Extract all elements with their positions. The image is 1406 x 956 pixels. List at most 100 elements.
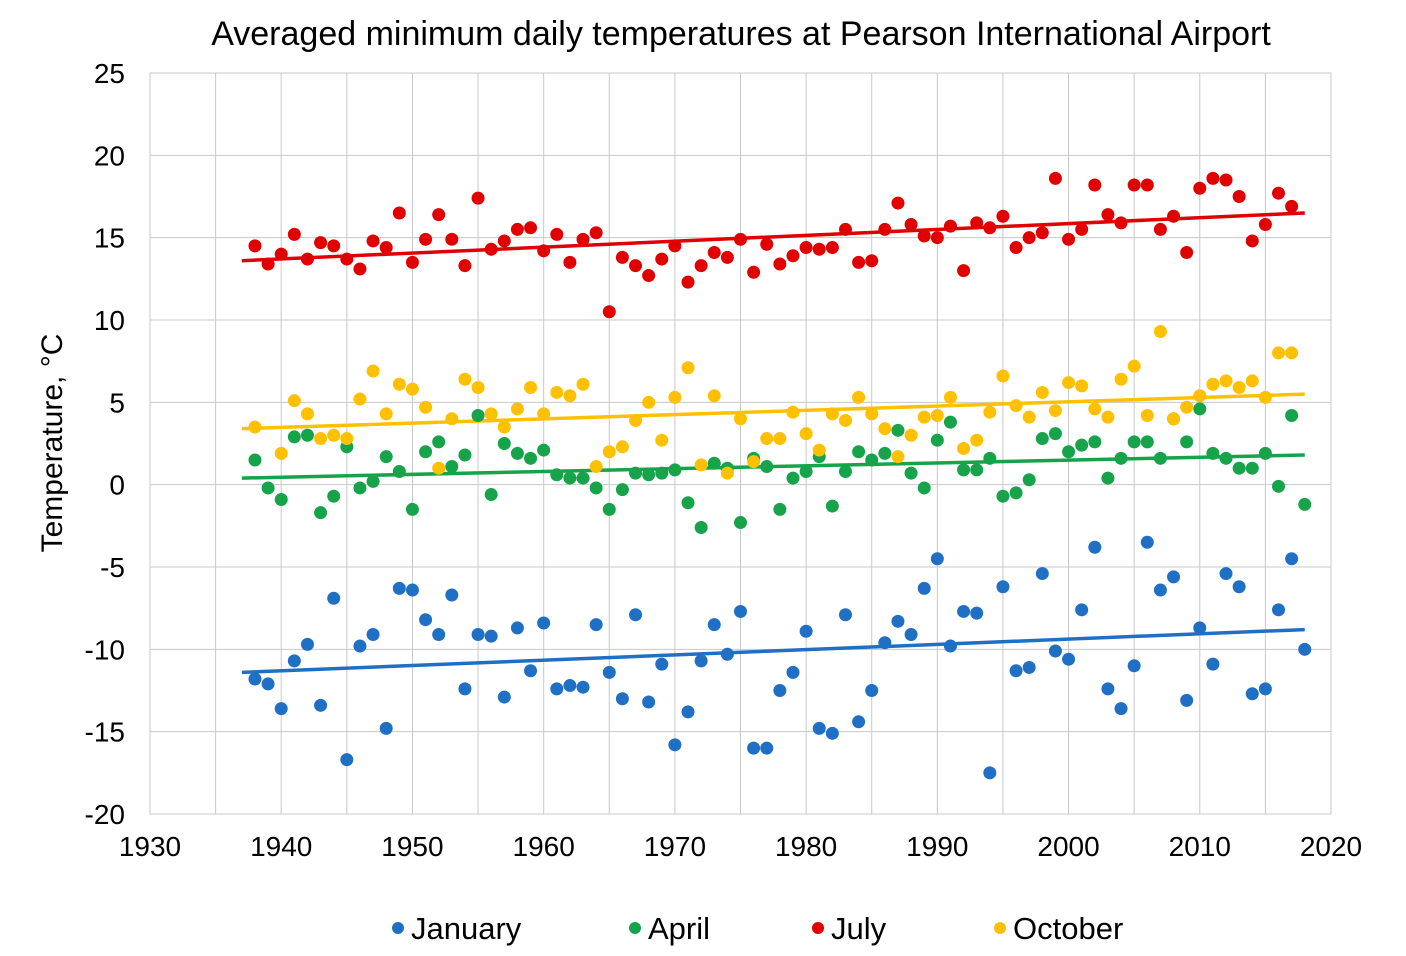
point-october: [287, 394, 301, 408]
point-april: [1062, 445, 1076, 459]
point-april: [550, 468, 564, 482]
point-october: [550, 385, 564, 399]
point-january: [629, 608, 643, 622]
point-october: [537, 407, 551, 421]
point-july: [1062, 232, 1076, 246]
legend-marker-january: [392, 922, 404, 934]
point-april: [537, 443, 551, 457]
point-october: [878, 422, 892, 436]
trend-line-january: [241, 627, 1305, 675]
point-july: [602, 305, 616, 319]
point-july: [484, 242, 498, 256]
point-october: [655, 433, 669, 447]
point-april: [366, 474, 380, 488]
point-april: [1035, 432, 1049, 446]
point-january: [353, 639, 367, 653]
point-july: [300, 252, 314, 266]
x-tick-label: 1970: [644, 831, 706, 862]
point-october: [707, 389, 721, 403]
legend-marker-april: [629, 922, 641, 934]
point-april: [576, 471, 590, 485]
trend-line-april: [241, 453, 1305, 480]
point-july: [248, 239, 262, 253]
point-january: [576, 680, 590, 694]
point-october: [865, 407, 879, 421]
point-april: [1285, 409, 1299, 423]
point-october: [799, 427, 813, 441]
point-april: [970, 463, 984, 477]
x-tick-label: 1960: [513, 831, 575, 862]
point-january: [1035, 567, 1049, 581]
point-january: [524, 664, 538, 678]
point-july: [497, 234, 511, 248]
point-january: [602, 665, 616, 679]
point-october: [392, 377, 406, 391]
point-april: [1101, 471, 1115, 485]
point-july: [983, 221, 997, 235]
point-april: [405, 502, 419, 516]
point-january: [642, 695, 656, 709]
point-january: [484, 629, 498, 643]
point-january: [812, 721, 826, 735]
point-july: [1075, 222, 1089, 236]
point-january: [432, 628, 446, 642]
point-october: [1193, 389, 1207, 403]
point-july: [419, 232, 433, 246]
point-july: [1022, 231, 1036, 245]
point-april: [996, 489, 1010, 503]
point-october: [1219, 374, 1233, 388]
legend-label-april: April: [648, 911, 710, 946]
point-october: [1022, 410, 1036, 424]
point-april: [838, 464, 852, 478]
point-april: [681, 496, 695, 510]
point-january: [419, 613, 433, 627]
y-axis-label: Temperature, °C: [36, 334, 69, 553]
point-october: [1180, 400, 1194, 414]
point-january: [445, 588, 459, 602]
data-points: [248, 171, 1312, 780]
point-january: [694, 654, 708, 668]
point-october: [930, 409, 944, 423]
point-january: [1101, 682, 1115, 696]
point-october: [497, 420, 511, 434]
point-april: [943, 415, 957, 429]
point-january: [970, 606, 984, 620]
point-april: [1219, 451, 1233, 465]
point-july: [1245, 234, 1259, 248]
y-tick-label: 15: [94, 223, 125, 254]
point-october: [681, 361, 695, 375]
point-july: [379, 241, 393, 255]
point-january: [1206, 657, 1220, 671]
point-july: [576, 232, 590, 246]
point-october: [970, 433, 984, 447]
point-january: [720, 647, 734, 661]
point-january: [379, 721, 393, 735]
point-july: [694, 259, 708, 273]
point-july: [287, 227, 301, 241]
point-october: [445, 412, 459, 426]
point-january: [510, 621, 524, 635]
point-july: [838, 222, 852, 236]
y-tick-label: 20: [94, 140, 125, 171]
point-july: [668, 239, 682, 253]
point-july: [524, 221, 538, 235]
point-april: [1272, 479, 1286, 493]
point-october: [274, 446, 288, 460]
point-july: [734, 232, 747, 246]
point-april: [1153, 451, 1167, 465]
point-january: [1232, 580, 1246, 594]
point-april: [602, 502, 616, 516]
point-july: [917, 229, 931, 243]
legend-item-april: April: [629, 911, 710, 946]
x-tick-label: 1930: [119, 831, 181, 862]
point-january: [957, 604, 971, 618]
point-april: [865, 453, 879, 467]
point-october: [1075, 379, 1089, 393]
legend: January April July October: [392, 911, 1123, 946]
point-july: [878, 222, 892, 236]
point-october: [694, 458, 708, 472]
point-october: [852, 390, 866, 404]
point-april: [642, 468, 656, 482]
point-january: [314, 698, 328, 712]
point-january: [878, 636, 892, 650]
